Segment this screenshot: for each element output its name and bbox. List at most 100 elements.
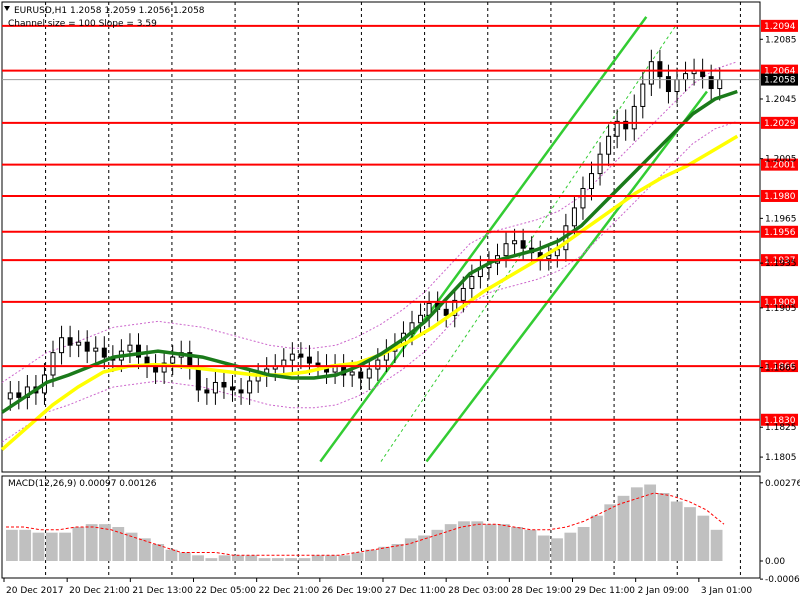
candle-body (717, 79, 723, 90)
candle-body (289, 353, 295, 361)
macd-histogram-bar (577, 527, 590, 561)
current-price-label: 1.2058 (764, 76, 796, 86)
price-tick-label: 1.1935 (765, 259, 797, 269)
macd-histogram-bar (351, 552, 364, 561)
time-tick-label: 27 Dec 11:00 (385, 586, 446, 596)
macd-histogram-bar (325, 555, 337, 561)
channel-line (380, 24, 678, 462)
macd-histogram-bar (165, 549, 178, 561)
macd-histogram-bar (205, 558, 218, 561)
macd-histogram-bar (564, 532, 577, 561)
macd-histogram-bar (298, 558, 311, 561)
macd-histogram-bar (697, 515, 710, 561)
macd-histogram-bar (59, 532, 71, 561)
macd-histogram-bar (657, 493, 670, 561)
macd-histogram-bar (644, 484, 657, 561)
macd-histogram-bar (524, 529, 537, 561)
candle-body (648, 61, 654, 85)
macd-histogram-bar (365, 549, 377, 561)
candle-body (589, 173, 595, 190)
level-label-box (761, 254, 798, 267)
symbol-info: EURUSD,H1 1.2058 1.2059 1.2056 1.2058 (14, 6, 205, 16)
macd-histogram-bar (617, 495, 630, 561)
macd-histogram-bar (178, 552, 191, 561)
macd-histogram-bar (258, 558, 271, 561)
level-label: 1.1866 (764, 362, 796, 372)
level-label-box (761, 158, 798, 171)
macd-histogram-bar (537, 535, 550, 561)
candle-body (349, 371, 355, 376)
macd-histogram-bar (218, 555, 231, 561)
macd-histogram-bar (138, 538, 151, 561)
level-label: 1.1937 (764, 256, 796, 266)
macd-histogram-bar (338, 555, 351, 561)
macd-histogram-bar (391, 544, 404, 561)
macd-histogram-bar (245, 555, 258, 561)
candle-body (135, 344, 141, 358)
time-tick-label: 28 Dec 03:00 (448, 586, 509, 596)
candle-body (16, 392, 22, 398)
candle-body (59, 337, 65, 354)
dropdown-triangle-icon[interactable] (4, 6, 10, 11)
candle-body (623, 120, 629, 130)
macd-histogram-bar (99, 524, 111, 561)
candles (7, 49, 723, 411)
candle-body (221, 381, 227, 388)
macd-histogram-bar (630, 487, 643, 561)
candle-body (631, 105, 637, 130)
macd-histogram-bar (192, 555, 204, 561)
candle-body (443, 308, 449, 316)
price-tick-label: 1.1905 (765, 304, 797, 314)
moving-averages (0, 89, 739, 451)
price-tick-label: 1.2005 (765, 155, 797, 165)
price-tick-label: 1.1805 (765, 453, 797, 463)
macd-histogram-bar (684, 507, 696, 561)
macd-histogram-bar (19, 529, 32, 561)
candle-body (212, 381, 218, 394)
time-tick-label: 26 Dec 19:00 (322, 586, 383, 596)
macd-histogram-bar (484, 524, 497, 561)
time-axis: 20 Dec 2017 20 Dec 21:00 21 Dec 13:00 22 De… (3, 578, 753, 596)
candle-body (708, 76, 714, 90)
support-resistance-levels: 1.2094 1.2064 1.2029 1.2001 1.1980 1.1956 1.19… (2, 19, 798, 426)
level-label-box (761, 19, 798, 32)
candle-body (101, 347, 107, 358)
price-tick-label: 1.1865 (765, 364, 797, 374)
macd-panel: 0.00276 0.00 -0.00064 (6, 479, 800, 585)
candle-body (67, 337, 73, 346)
candle-body (161, 362, 167, 373)
fast-moving-average (1, 89, 738, 414)
macd-histogram-bar (591, 515, 603, 561)
candle-body (50, 352, 56, 376)
macd-histogram-bar (85, 524, 98, 561)
candle-body (238, 389, 244, 394)
candle-body (298, 353, 304, 358)
time-tick-label: 22 Dec 05:00 (196, 586, 257, 596)
grid (1, 1, 761, 579)
macd-histogram-bar (710, 529, 723, 561)
macd-histogram-bar (497, 524, 510, 561)
candle-body (512, 240, 518, 245)
time-tick-label: 3 Jan 01:00 (701, 586, 753, 596)
macd-histogram-bar (125, 532, 138, 561)
macd-histogram-bar (152, 544, 165, 561)
candle-body (657, 61, 663, 78)
candle-body (418, 314, 424, 324)
macd-histogram-bar (271, 558, 284, 561)
macd-histogram-bar (458, 521, 470, 561)
level-label-box (761, 189, 798, 202)
candle-body (375, 359, 381, 370)
time-tick-label: 21 Dec 13:00 (132, 586, 193, 596)
envelope-upper (1, 61, 738, 383)
envelope-lower (1, 120, 738, 443)
price-tick-label: 1.2045 (765, 95, 797, 105)
candle-body (170, 356, 176, 364)
level-label: 1.1830 (764, 416, 796, 426)
level-label-box (761, 360, 798, 373)
macd-histogram-bar (285, 558, 298, 561)
time-tick-label: 20 Dec 2017 (6, 586, 64, 596)
price-tick-label: 1.1965 (765, 214, 797, 224)
level-label: 1.2064 (764, 67, 796, 77)
level-label-box (761, 413, 798, 426)
